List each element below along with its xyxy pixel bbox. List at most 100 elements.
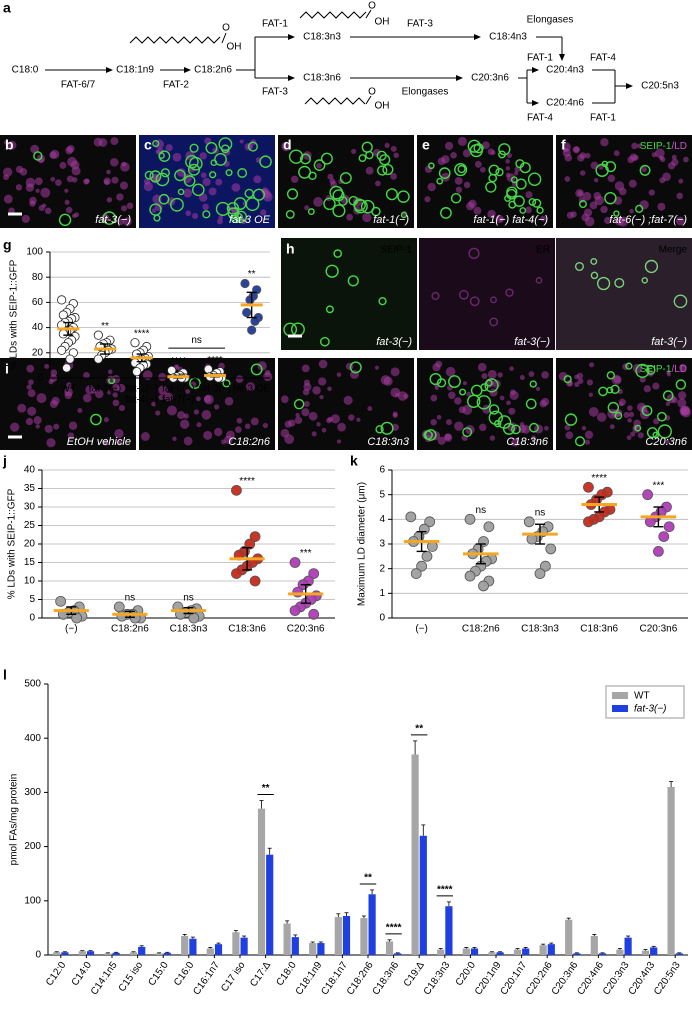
lipid-droplet [481,372,488,380]
lipid-droplet [44,207,52,215]
significance: **** [437,885,453,896]
lipid-droplet [321,427,327,433]
x-tick-label: C18:3n3 [521,624,559,635]
y-tick-label: 100 [26,247,43,258]
y-tick-label: 5 [29,594,35,605]
seip-ring [657,424,672,439]
seip-ring [353,199,368,214]
seip-ring [488,404,500,415]
lipid-droplet [8,207,15,214]
lipid-droplet [662,172,671,182]
bar [342,915,351,955]
lipid-droplet [519,422,525,427]
seip-ring [515,159,525,169]
bar [291,937,299,955]
seip-ring [183,175,196,187]
seip-ring [634,424,642,432]
seip-ring [652,431,660,439]
lipid-droplet [250,417,259,426]
bar [445,906,453,955]
seip-ring [339,172,352,185]
seip-ring [614,277,625,288]
lipid-droplet [301,408,310,417]
pathway-label: FAT-6/7 [61,80,96,91]
lipid-droplet [50,149,60,159]
seip-ring [590,271,599,280]
seip-ring [209,171,217,179]
seip-ring [505,288,514,297]
lipid-droplet [514,171,519,176]
significance: ns [535,507,546,518]
lipid-droplet [479,423,487,432]
seip-ring [300,153,311,165]
mean-bar [204,373,226,377]
seip-ring [226,202,240,215]
data-point [534,568,546,579]
seip-ring [152,139,160,148]
image-letter: h [286,241,295,257]
lipid-droplet [106,197,113,203]
lipid-droplet [390,145,397,152]
image-caption: fat-1(−) [373,214,409,226]
panel-letter: g [3,237,12,253]
lipid-droplet [535,386,541,391]
lipid-droplet [84,178,90,184]
y-tick-label: 20 [32,347,44,358]
lipid-droplet [38,204,45,212]
lipid-droplet [440,172,450,182]
lipid-droplet [487,209,496,219]
lipid-droplet [35,188,40,193]
lipid-droplet [172,152,182,162]
data-point [93,330,103,340]
seip-ring [578,200,587,209]
data-point [231,484,242,496]
lipid-droplet [627,418,632,423]
pathway-label: C18:4n3 [489,32,527,43]
x-tick-label: C18:3n3 [422,960,453,998]
data-point [583,516,594,528]
lipid-droplet [383,376,393,386]
bar [547,944,555,955]
lipid-droplet [326,417,332,424]
lipid-droplet [577,378,584,384]
mean-bar [581,503,617,507]
lipid-droplet [586,379,594,386]
seip-ring [155,172,170,187]
bar [138,946,146,955]
image-caption: fat-3 OE [229,214,271,226]
lipid-droplet [487,369,497,379]
lipid-droplet [36,393,47,404]
seip-ring [673,294,688,309]
seip-ring [361,141,373,153]
lipid-droplet [224,396,234,406]
micrograph [419,238,555,350]
bar [334,917,342,955]
lipid-droplet [198,193,208,202]
channel-label: ER [536,245,550,256]
lipid-droplet [436,414,442,420]
bar [155,953,163,955]
atom-label: OH [375,17,390,28]
lipid-droplet [579,170,586,176]
lipid-droplet [525,191,533,199]
lipid-droplet [165,144,173,152]
lipid-droplet [390,172,397,180]
lipid-droplet [510,389,516,395]
seip-ring [645,365,656,375]
lipid-droplet [261,187,269,196]
lipid-droplet [593,177,599,183]
x-tick-label: C17:Δ [248,960,273,989]
lipid-droplet [59,161,67,169]
seip-ring [259,155,272,168]
seip-ring [319,336,330,347]
lipid-droplet [384,142,390,148]
lipid-droplet [675,216,685,226]
bar [181,936,189,955]
lipid-droplet [21,214,30,223]
significance: ** [101,321,109,332]
lipid-droplet [613,375,621,384]
lipid-droplet [3,167,13,177]
y-tick-label: 80 [32,272,44,283]
lipid-droplet [444,141,454,151]
